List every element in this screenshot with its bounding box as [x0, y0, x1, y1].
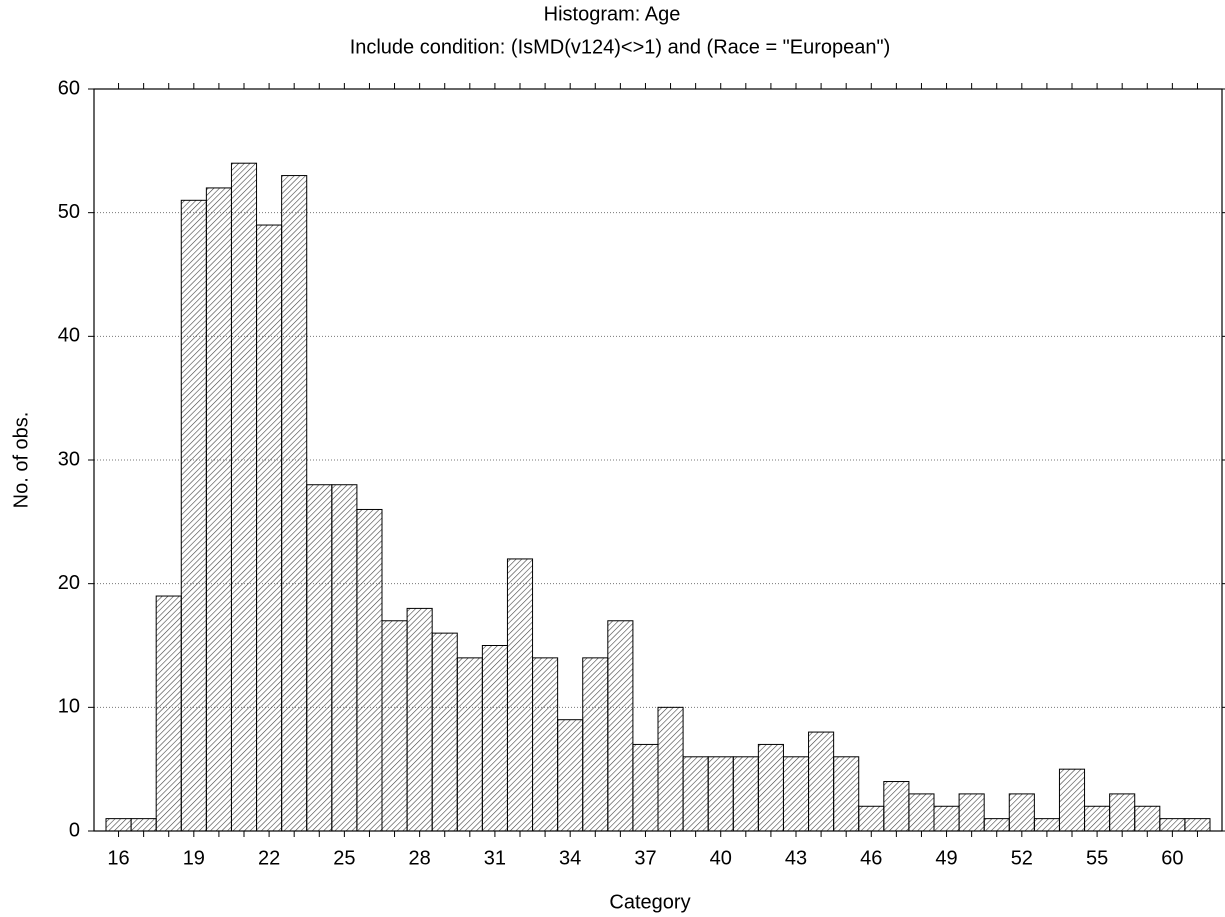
x-tick-label: 28	[409, 847, 431, 869]
bar	[808, 731, 835, 832]
y-tick-label: 0	[69, 819, 80, 841]
bar	[331, 484, 358, 832]
bar	[1134, 805, 1161, 832]
bar	[481, 645, 508, 832]
bar	[130, 818, 157, 832]
bar	[406, 607, 433, 832]
x-tick-label: 49	[935, 847, 957, 869]
chart-title: Histogram: Age	[544, 3, 681, 25]
bar	[1084, 805, 1111, 832]
bar	[607, 620, 634, 832]
bar	[858, 805, 885, 832]
bar	[707, 756, 734, 832]
bar	[256, 224, 283, 832]
bar	[506, 558, 534, 832]
bar	[557, 719, 584, 832]
bar	[456, 657, 483, 832]
x-axis-label: Category	[609, 891, 690, 913]
bar	[1184, 818, 1211, 832]
bar	[782, 756, 810, 832]
bar	[205, 187, 232, 832]
x-tick-label: 55	[1086, 847, 1108, 869]
plot-frame	[93, 88, 1223, 832]
bar	[180, 199, 207, 832]
x-tick-label: 25	[333, 847, 355, 869]
bar	[833, 756, 860, 832]
chart-subtitle: Include condition: (IsMD(v124)<>1) and (…	[350, 36, 891, 58]
x-tick-label: 16	[107, 847, 129, 869]
y-tick-label: 50	[58, 201, 80, 223]
x-tick-label: 34	[559, 847, 581, 869]
y-tick-label: 10	[58, 696, 80, 718]
y-tick-label: 30	[58, 448, 80, 470]
bar	[757, 743, 784, 832]
bar	[431, 632, 458, 832]
x-tick-label: 22	[258, 847, 280, 869]
bar	[306, 484, 333, 832]
bar	[933, 805, 960, 832]
bar	[1159, 818, 1186, 832]
y-tick-label: 60	[58, 77, 80, 99]
y-tick-label: 20	[58, 572, 80, 594]
bar	[657, 706, 684, 832]
bar	[1033, 818, 1060, 832]
bar	[230, 162, 258, 832]
bar	[1058, 768, 1086, 832]
x-tick-label: 52	[1011, 847, 1033, 869]
x-tick-label: 31	[484, 847, 506, 869]
x-tick-label: 46	[860, 847, 882, 869]
bar	[1008, 793, 1035, 832]
bar	[582, 657, 609, 832]
bar	[682, 756, 709, 832]
bar	[732, 756, 759, 832]
bar	[908, 793, 935, 832]
x-tick-label: 60	[1161, 847, 1183, 869]
bar	[356, 508, 383, 832]
y-tick-label: 40	[58, 325, 80, 347]
bar	[958, 793, 985, 832]
x-tick-label: 43	[785, 847, 807, 869]
bar	[281, 175, 308, 832]
x-tick-label: 19	[183, 847, 205, 869]
bar	[381, 620, 408, 832]
bar	[883, 781, 910, 832]
bar	[632, 743, 659, 832]
bar	[532, 657, 559, 832]
y-axis-label: No. of obs.	[10, 412, 32, 509]
x-tick-label: 40	[710, 847, 732, 869]
bar	[983, 818, 1010, 832]
bar	[155, 595, 182, 832]
bar	[105, 818, 132, 832]
bar	[1109, 793, 1136, 832]
x-tick-label: 37	[634, 847, 656, 869]
